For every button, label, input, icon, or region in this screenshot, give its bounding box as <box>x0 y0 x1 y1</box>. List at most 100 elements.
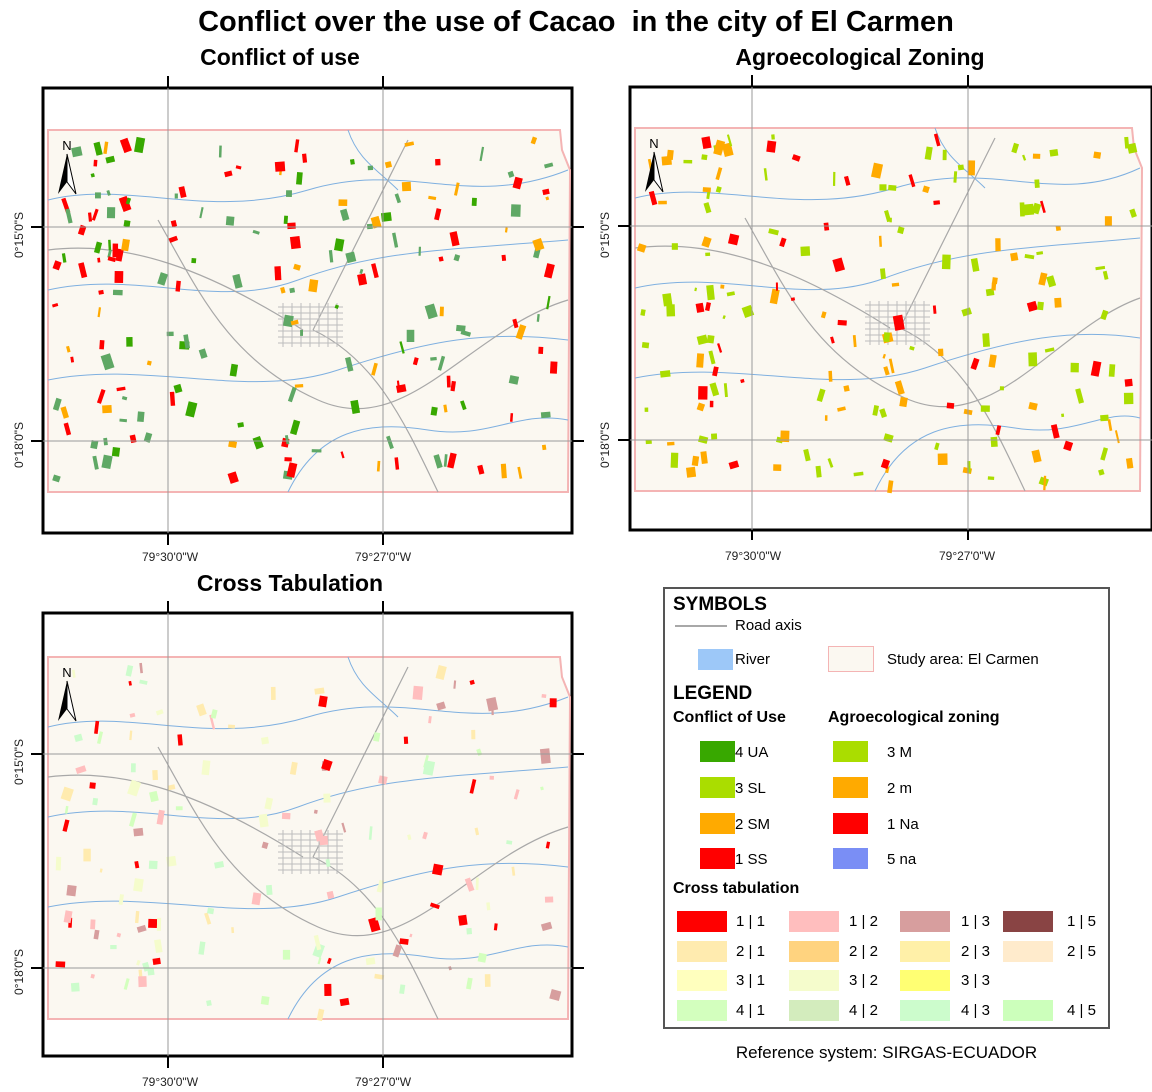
land-use-patch <box>367 165 374 171</box>
land-use-patch <box>540 921 553 932</box>
land-use-patch <box>982 333 990 347</box>
land-use-patch <box>93 241 103 254</box>
land-use-patch <box>889 217 892 223</box>
land-use-patch <box>967 160 976 176</box>
land-use-patch <box>932 305 937 314</box>
land-use-patch <box>533 248 541 259</box>
land-use-patch <box>228 440 238 449</box>
land-use-patch <box>640 309 646 316</box>
land-use-patch <box>696 353 705 368</box>
lon-label: 79°30'0"W <box>141 550 199 564</box>
land-use-patch <box>740 378 745 384</box>
land-use-patch <box>708 350 716 365</box>
symbols-heading: SYMBOLS <box>673 594 767 615</box>
land-use-patch <box>341 822 347 833</box>
north-label: N <box>62 138 71 153</box>
land-use-patch <box>466 927 473 935</box>
land-use-patch <box>458 914 468 926</box>
north-arrow-icon <box>58 154 67 194</box>
land-use-patch <box>549 989 562 1001</box>
map-cross-tabulation[interactable]: N <box>30 597 590 1077</box>
land-use-patch <box>1124 136 1130 149</box>
land-use-patch <box>52 474 61 483</box>
land-use-patch <box>284 457 292 462</box>
map-agroecological-zoning[interactable]: N <box>616 70 1152 540</box>
land-use-patch <box>1095 265 1106 271</box>
land-use-patch <box>129 730 133 741</box>
land-use-patch <box>691 455 700 467</box>
land-use-patch <box>296 172 303 185</box>
land-use-patch <box>1032 153 1041 159</box>
land-use-patch <box>1028 352 1038 367</box>
land-use-patch <box>880 458 891 470</box>
land-use-patch <box>953 171 958 183</box>
swatch-3-2 <box>789 970 839 991</box>
land-use-patch <box>433 454 443 469</box>
land-use-patch <box>1039 200 1046 214</box>
land-use-patch <box>702 187 711 193</box>
land-use-patch <box>542 188 550 196</box>
land-use-patch <box>471 197 477 206</box>
land-use-patch <box>769 288 780 305</box>
land-use-patch <box>701 136 712 150</box>
land-use-patch <box>218 145 222 158</box>
land-use-patch <box>214 861 225 869</box>
land-use-patch <box>52 260 62 271</box>
land-use-patch <box>227 471 239 484</box>
land-use-patch <box>196 703 207 717</box>
land-use-patch <box>90 173 95 178</box>
land-use-patch <box>183 334 191 349</box>
land-use-patch <box>294 139 300 153</box>
land-use-patch <box>1063 440 1074 452</box>
land-use-patch <box>549 361 558 374</box>
land-use-patch <box>107 249 112 258</box>
lat-label: 0°15'0"S <box>12 738 26 786</box>
land-use-patch <box>832 171 836 186</box>
land-use-patch <box>506 840 513 845</box>
land-use-patch <box>407 834 412 841</box>
land-use-patch <box>118 894 124 905</box>
land-use-patch <box>517 466 523 479</box>
land-use-patch <box>1098 469 1105 476</box>
land-use-patch <box>888 184 897 191</box>
land-use-patch <box>546 295 551 310</box>
land-use-patch <box>1070 362 1079 373</box>
study-area-polygon <box>47 129 572 493</box>
land-use-patch <box>198 941 206 955</box>
land-use-patch <box>544 896 554 903</box>
land-use-patch <box>394 457 400 470</box>
land-use-patch <box>991 277 998 285</box>
river-swatch <box>698 649 733 670</box>
land-use-patch <box>961 307 972 317</box>
lon-label: 79°27'0"W <box>354 1075 412 1089</box>
land-use-patch <box>428 195 437 201</box>
land-use-patch <box>933 200 941 205</box>
land-use-patch <box>138 976 147 988</box>
land-use-patch <box>512 318 519 329</box>
land-use-patch <box>1102 270 1109 280</box>
land-use-patch <box>235 165 242 170</box>
land-use-patch <box>75 765 87 775</box>
land-use-patch <box>98 289 104 295</box>
land-use-patch <box>286 462 298 478</box>
land-use-patch <box>832 257 846 273</box>
land-use-patch <box>853 471 864 477</box>
land-use-patch <box>142 961 151 972</box>
land-use-patch <box>1031 449 1042 463</box>
land-use-patch <box>418 246 422 256</box>
land-use-patch <box>345 251 357 264</box>
map-conflict-of-use[interactable]: N <box>30 70 590 570</box>
land-use-patch <box>409 933 413 938</box>
land-use-patch <box>287 222 296 230</box>
land-use-patch <box>1104 216 1112 226</box>
land-use-patch <box>368 826 373 840</box>
land-use-patch <box>91 208 99 221</box>
land-use-patch <box>879 184 887 191</box>
land-use-patch <box>324 983 332 996</box>
land-use-patch <box>741 304 755 319</box>
land-use-patch <box>437 355 446 371</box>
land-use-patch <box>538 346 544 355</box>
land-use-patch <box>157 272 168 286</box>
land-use-patch <box>339 997 350 1007</box>
land-use-patch <box>60 786 74 802</box>
